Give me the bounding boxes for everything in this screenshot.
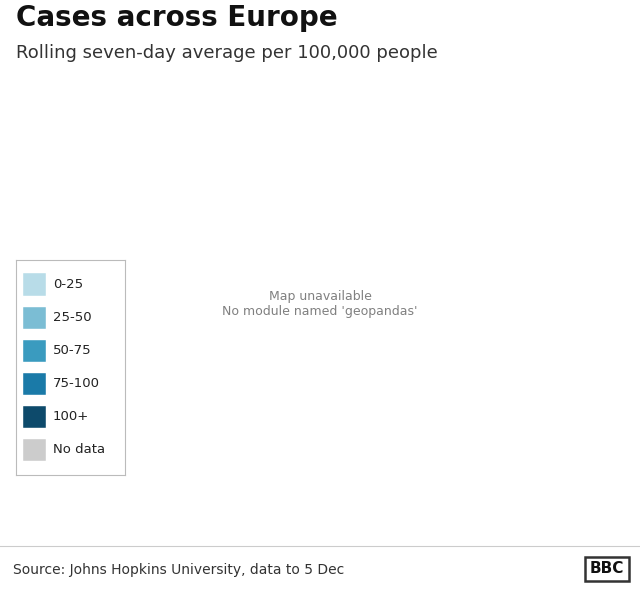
Bar	[22, 372, 47, 395]
Text: Rolling seven-day average per 100,000 people: Rolling seven-day average per 100,000 pe…	[16, 44, 438, 62]
Text: 0-25: 0-25	[53, 278, 83, 291]
Text: 100+: 100+	[53, 410, 89, 423]
Text: 50-75: 50-75	[53, 344, 92, 358]
Bar	[22, 339, 47, 362]
Text: 75-100: 75-100	[53, 377, 100, 391]
Bar	[22, 405, 47, 428]
Bar	[22, 438, 47, 461]
Bar	[22, 274, 47, 296]
Text: BBC: BBC	[589, 561, 624, 576]
Text: Cases across Europe: Cases across Europe	[16, 4, 338, 31]
Text: 25-50: 25-50	[53, 312, 92, 325]
Bar	[22, 307, 47, 329]
Text: Map unavailable
No module named 'geopandas': Map unavailable No module named 'geopand…	[222, 290, 418, 318]
Text: No data: No data	[53, 443, 105, 456]
Text: Source: Johns Hopkins University, data to 5 Dec: Source: Johns Hopkins University, data t…	[13, 563, 344, 577]
